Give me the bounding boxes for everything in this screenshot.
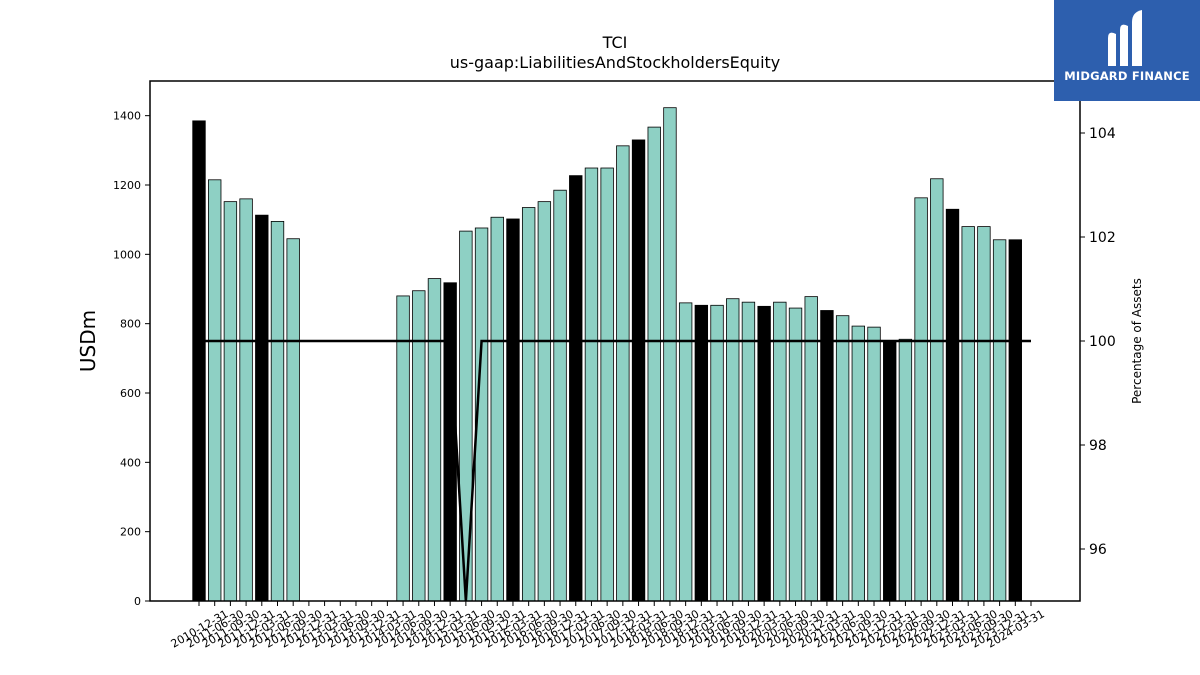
bar bbox=[930, 178, 944, 602]
y-tick-label: 600 bbox=[120, 387, 141, 400]
bar bbox=[239, 198, 253, 602]
bar bbox=[788, 307, 803, 602]
brand-mark-icon bbox=[1108, 10, 1142, 67]
bar bbox=[804, 296, 818, 602]
right-y-ticks: 96 98 100 102 104 bbox=[1080, 126, 1116, 558]
y-axis-label: USDm bbox=[76, 310, 100, 372]
bar bbox=[192, 120, 206, 602]
bar bbox=[851, 325, 865, 602]
bar bbox=[506, 218, 520, 602]
bar bbox=[741, 301, 756, 602]
brand-logo: MIDGARD FINANCE bbox=[1054, 0, 1200, 101]
bar bbox=[616, 145, 630, 602]
bar bbox=[427, 278, 442, 602]
y-tick-label: 800 bbox=[120, 318, 141, 331]
right-y-tick-label: 102 bbox=[1089, 230, 1116, 246]
bar bbox=[663, 107, 677, 602]
pct-line-layer bbox=[199, 339, 1031, 602]
right-y-tick-label: 100 bbox=[1089, 334, 1116, 350]
y-tick-label: 1200 bbox=[113, 179, 141, 192]
bars-layer bbox=[192, 107, 1022, 602]
bar bbox=[694, 304, 709, 602]
pct-assets-line bbox=[199, 339, 1031, 602]
bar bbox=[631, 139, 646, 602]
right-y-tick-label: 104 bbox=[1089, 126, 1116, 142]
right-y-tick-label: 98 bbox=[1089, 438, 1107, 454]
chart-title: TCI bbox=[602, 33, 628, 52]
bar bbox=[710, 304, 724, 602]
bar bbox=[992, 239, 1007, 602]
bar bbox=[1008, 239, 1022, 602]
bar bbox=[647, 126, 661, 602]
y-tick-label: 200 bbox=[120, 526, 141, 539]
bar bbox=[961, 226, 975, 602]
x-ticks: 2010-12-312011-06-302011-09-302011-12-31… bbox=[169, 601, 1047, 651]
bar bbox=[286, 238, 300, 602]
y-tick-label: 0 bbox=[134, 595, 141, 608]
bar bbox=[537, 201, 552, 602]
brand-name: MIDGARD FINANCE bbox=[1064, 69, 1190, 83]
chart-subtitle: us-gaap:LiabilitiesAndStockholdersEquity bbox=[450, 53, 781, 72]
bar bbox=[443, 282, 457, 602]
bar bbox=[898, 338, 913, 602]
bar bbox=[726, 298, 740, 602]
right-y-axis-label: Percentage of Assets bbox=[1130, 278, 1144, 404]
bar bbox=[977, 226, 991, 602]
bar bbox=[208, 179, 222, 602]
bar bbox=[223, 201, 238, 602]
bar bbox=[867, 326, 881, 602]
bar bbox=[569, 175, 583, 602]
y-tick-label: 1400 bbox=[113, 110, 141, 123]
bar bbox=[412, 290, 426, 602]
bar bbox=[945, 208, 960, 602]
bar bbox=[820, 310, 834, 602]
right-y-tick-label: 96 bbox=[1089, 542, 1107, 558]
y-tick-label: 400 bbox=[120, 456, 141, 469]
bar bbox=[584, 167, 599, 602]
bar bbox=[270, 220, 285, 602]
y-tick-label: 1000 bbox=[113, 248, 141, 261]
bar bbox=[773, 301, 787, 602]
bar bbox=[255, 214, 269, 602]
bar bbox=[835, 315, 850, 602]
bar bbox=[600, 167, 614, 602]
bar bbox=[553, 189, 567, 602]
bar bbox=[914, 197, 928, 602]
left-y-ticks: 0 200 400 600 800 1000 1200 1400 bbox=[113, 110, 150, 608]
bar bbox=[678, 302, 693, 602]
bar bbox=[521, 207, 536, 602]
bar bbox=[490, 216, 504, 602]
bar bbox=[883, 341, 897, 602]
bar bbox=[757, 305, 771, 602]
